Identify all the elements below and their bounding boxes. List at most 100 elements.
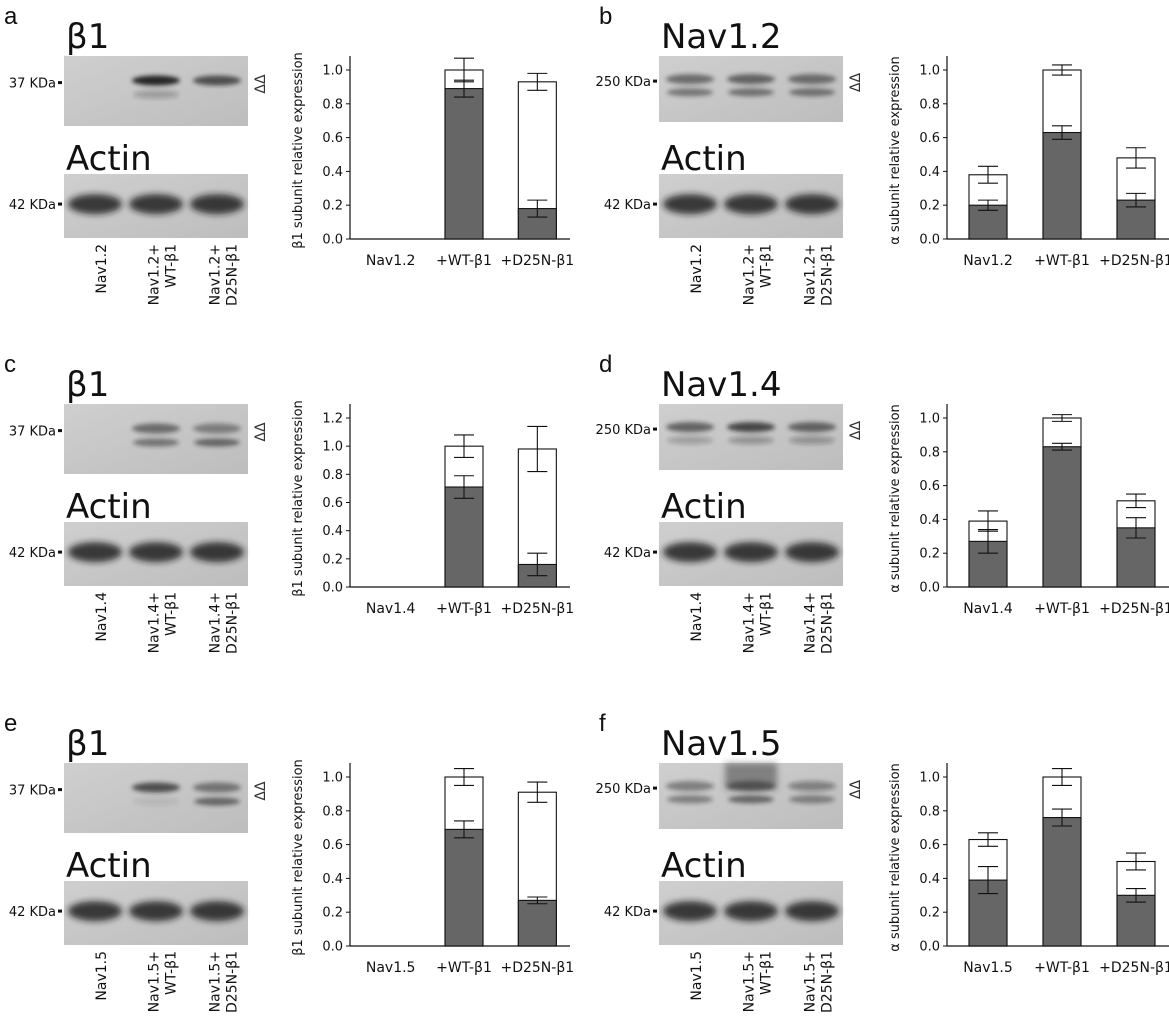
y-tick-label: 0.6 [919, 838, 940, 853]
lane-label-line: Nav1.4+ [147, 592, 163, 653]
y-tick-label: 0.2 [919, 199, 940, 214]
mw-tick [58, 81, 62, 85]
x-category-label: +WT-β1 [1034, 601, 1090, 617]
x-category-label: +WT-β1 [1034, 253, 1090, 269]
y-tick-label: 0.6 [322, 131, 343, 146]
lane-label-line: Nav1.2+ [208, 244, 224, 305]
actin-band [785, 542, 839, 563]
lane-label-line: Nav1.2 [689, 244, 705, 294]
bar-dark [444, 828, 484, 947]
lane-label-line: WT-β1 [164, 951, 180, 995]
lane-label-line: D25N-β1 [225, 951, 241, 1013]
lane-label-line: Nav1.5+ [742, 951, 758, 1012]
blot-band [788, 781, 836, 792]
mw-tick [58, 202, 62, 206]
y-tick-label: 0.2 [322, 552, 343, 567]
y-tick-label: 1.2 [322, 412, 343, 427]
lane-label-line: Nav1.4+ [742, 592, 758, 653]
mw-tick [58, 788, 62, 792]
y-tick-label: 0.4 [919, 872, 940, 887]
lane-label-line: D25N-β1 [225, 244, 241, 306]
panel-letter: f [599, 710, 606, 737]
blot-band [789, 436, 835, 445]
bar-dark [1116, 894, 1156, 947]
y-tick-label: 0.6 [919, 479, 940, 494]
actin-band [724, 901, 778, 922]
blot-band [132, 782, 180, 793]
x-category-label: +D25N-β1 [500, 253, 574, 269]
lane-label: Nav1.2+ D25N-β1 [803, 244, 836, 306]
lane-label-line: D25N-β1 [820, 592, 836, 654]
blot-band [727, 422, 775, 433]
blot-band [133, 90, 179, 99]
x-category-label: Nav1.4 [366, 601, 416, 617]
y-axis-label: β1 subunit relative expression [291, 52, 306, 249]
y-tick-label: 0.4 [322, 872, 343, 887]
lane-label: Nav1.2+ WT-β1 [742, 244, 775, 305]
mw-label-bottom: 42 KDa [9, 546, 56, 561]
lane-label: Nav1.4 [94, 592, 110, 642]
y-tick-label: 0.2 [919, 547, 940, 562]
bar-dark [444, 486, 484, 588]
blot-top-title: β1 [66, 724, 109, 764]
panel-letter: a [4, 3, 18, 30]
band-arrowheads: ΔΔ [253, 74, 269, 94]
y-tick-label: 0.8 [919, 97, 940, 112]
mw-tick [653, 427, 657, 431]
blot-band [193, 782, 241, 793]
mw-label-top: 250 KDa [596, 782, 651, 797]
y-tick-label: 1.0 [322, 440, 343, 455]
actin-band [663, 194, 717, 215]
y-tick-label: 0.2 [322, 906, 343, 921]
mw-tick [653, 202, 657, 206]
y-tick-label: 1.0 [919, 771, 940, 786]
actin-band [190, 194, 244, 215]
lane-label: Nav1.5 [94, 951, 110, 1001]
y-tick-label: 0.0 [322, 581, 343, 596]
mw-tick [58, 909, 62, 913]
y-tick-label: 0.4 [919, 165, 940, 180]
blot-bottom-title: Actin [66, 139, 152, 179]
lane-label-line: Nav1.4 [689, 592, 705, 642]
bar-dark [517, 899, 557, 947]
actin-band [129, 542, 183, 563]
band-arrowheads: ΔΔ [848, 73, 864, 93]
blot-band [667, 88, 713, 97]
x-category-label: +WT-β1 [436, 601, 492, 617]
lane-label-line: D25N-β1 [820, 951, 836, 1013]
mw-label-bottom: 42 KDa [604, 198, 651, 213]
y-tick-label: 0.8 [919, 445, 940, 460]
panel-letter: b [599, 3, 612, 30]
band-arrowheads: ΔΔ [253, 422, 269, 442]
mw-tick [58, 550, 62, 554]
band-arrowheads: ΔΔ [848, 421, 864, 441]
mw-label-bottom: 42 KDa [9, 198, 56, 213]
blot-band [666, 74, 714, 85]
y-tick-label: 0.6 [322, 496, 343, 511]
lane-label: Nav1.5 [689, 951, 705, 1001]
bar-dark [1042, 131, 1082, 240]
bar-dark [1042, 446, 1082, 588]
lane-label-line: Nav1.2+ [742, 244, 758, 305]
mw-tick [653, 786, 657, 790]
mw-label-top: 37 KDa [9, 77, 56, 92]
lane-label: Nav1.2 [94, 244, 110, 294]
blot-band [193, 75, 241, 86]
lane-label-line: Nav1.2+ [803, 244, 819, 305]
lane-label-line: WT-β1 [164, 592, 180, 636]
y-axis-label: α subunit relative expression [888, 763, 903, 952]
lane-label: Nav1.5+ WT-β1 [742, 951, 775, 1012]
y-tick-label: 0.8 [322, 468, 343, 483]
mw-tick [58, 429, 62, 433]
lane-label-line: Nav1.5 [94, 951, 110, 1001]
blot-top-title: Nav1.2 [661, 17, 781, 57]
actin-band [68, 901, 122, 922]
lane-label: Nav1.4+ D25N-β1 [208, 592, 241, 654]
y-tick-label: 1.0 [919, 412, 940, 427]
y-tick-label: 0.4 [322, 524, 343, 539]
